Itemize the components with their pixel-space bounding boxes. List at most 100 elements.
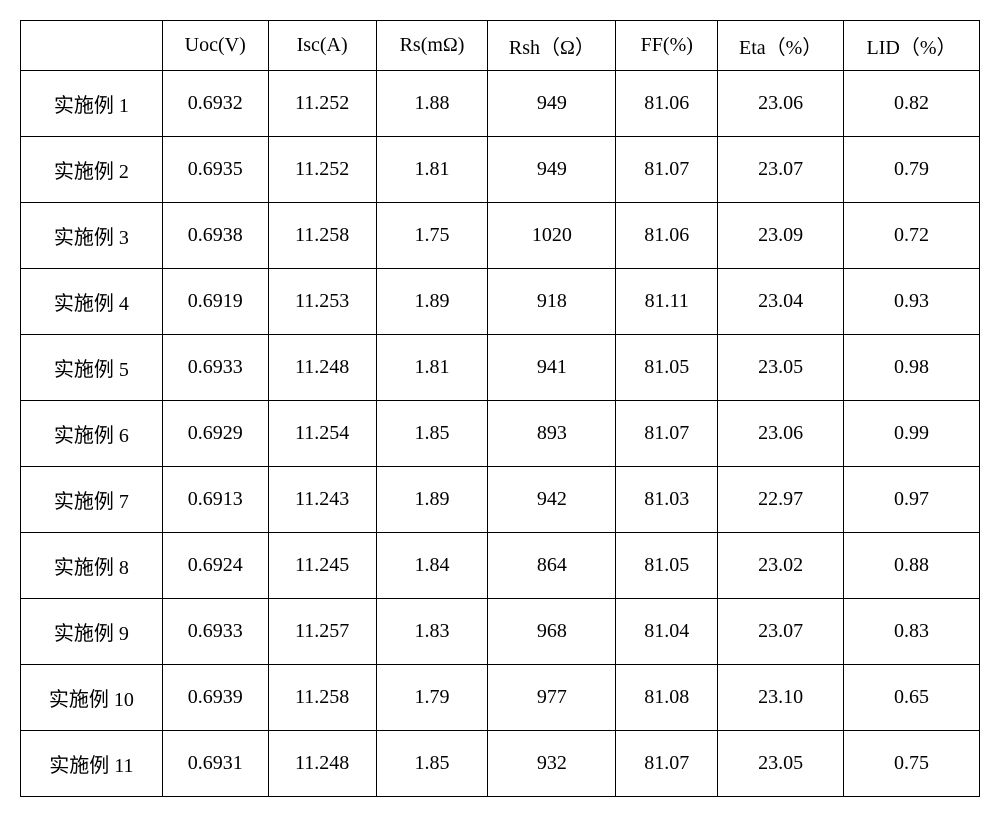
header-lid: LID（%） — [844, 21, 980, 71]
cell-uoc: 0.6929 — [162, 401, 268, 467]
cell-isc: 11.252 — [268, 71, 376, 137]
cell-uoc: 0.6933 — [162, 335, 268, 401]
cell-ff: 81.04 — [616, 599, 718, 665]
cell-rsh: 949 — [488, 137, 616, 203]
cell-ff: 81.07 — [616, 401, 718, 467]
cell-uoc: 0.6924 — [162, 533, 268, 599]
table-header-row: Uoc(V) Isc(A) Rs(mΩ) Rsh（Ω） FF(%) Eta（%）… — [21, 21, 980, 71]
table-row: 实施例 40.691911.2531.8991881.1123.040.93 — [21, 269, 980, 335]
cell-uoc: 0.6932 — [162, 71, 268, 137]
cell-rsh: 932 — [488, 731, 616, 797]
cell-rs: 1.88 — [376, 71, 488, 137]
cell-eta: 23.04 — [718, 269, 844, 335]
cell-label: 实施例 3 — [21, 203, 163, 269]
cell-ff: 81.07 — [616, 731, 718, 797]
cell-rsh: 918 — [488, 269, 616, 335]
cell-uoc: 0.6913 — [162, 467, 268, 533]
cell-ff: 81.06 — [616, 71, 718, 137]
cell-rsh: 1020 — [488, 203, 616, 269]
cell-rsh: 968 — [488, 599, 616, 665]
table-row: 实施例 70.691311.2431.8994281.0322.970.97 — [21, 467, 980, 533]
cell-eta: 23.05 — [718, 731, 844, 797]
cell-uoc: 0.6935 — [162, 137, 268, 203]
cell-label: 实施例 4 — [21, 269, 163, 335]
cell-label: 实施例 2 — [21, 137, 163, 203]
table-row: 实施例 10.693211.2521.8894981.0623.060.82 — [21, 71, 980, 137]
table-row: 实施例 100.693911.2581.7997781.0823.100.65 — [21, 665, 980, 731]
cell-rs: 1.81 — [376, 335, 488, 401]
cell-rs: 1.84 — [376, 533, 488, 599]
table-row: 实施例 30.693811.2581.75102081.0623.090.72 — [21, 203, 980, 269]
cell-eta: 23.10 — [718, 665, 844, 731]
cell-lid: 0.98 — [844, 335, 980, 401]
cell-isc: 11.258 — [268, 203, 376, 269]
cell-rs: 1.89 — [376, 269, 488, 335]
cell-ff: 81.03 — [616, 467, 718, 533]
cell-lid: 0.75 — [844, 731, 980, 797]
cell-lid: 0.72 — [844, 203, 980, 269]
cell-rs: 1.83 — [376, 599, 488, 665]
cell-isc: 11.248 — [268, 335, 376, 401]
cell-isc: 11.243 — [268, 467, 376, 533]
cell-ff: 81.07 — [616, 137, 718, 203]
header-rs: Rs(mΩ) — [376, 21, 488, 71]
cell-eta: 23.09 — [718, 203, 844, 269]
data-table: Uoc(V) Isc(A) Rs(mΩ) Rsh（Ω） FF(%) Eta（%）… — [20, 20, 980, 797]
cell-lid: 0.82 — [844, 71, 980, 137]
cell-label: 实施例 11 — [21, 731, 163, 797]
cell-rsh: 942 — [488, 467, 616, 533]
cell-label: 实施例 5 — [21, 335, 163, 401]
header-ff: FF(%) — [616, 21, 718, 71]
cell-label: 实施例 10 — [21, 665, 163, 731]
cell-rs: 1.85 — [376, 401, 488, 467]
cell-eta: 23.07 — [718, 137, 844, 203]
cell-rsh: 949 — [488, 71, 616, 137]
cell-lid: 0.88 — [844, 533, 980, 599]
cell-ff: 81.05 — [616, 335, 718, 401]
cell-uoc: 0.6933 — [162, 599, 268, 665]
cell-rsh: 864 — [488, 533, 616, 599]
table-row: 实施例 60.692911.2541.8589381.0723.060.99 — [21, 401, 980, 467]
cell-uoc: 0.6939 — [162, 665, 268, 731]
cell-rs: 1.85 — [376, 731, 488, 797]
cell-lid: 0.79 — [844, 137, 980, 203]
cell-lid: 0.83 — [844, 599, 980, 665]
cell-label: 实施例 6 — [21, 401, 163, 467]
header-rsh: Rsh（Ω） — [488, 21, 616, 71]
cell-eta: 23.06 — [718, 401, 844, 467]
cell-isc: 11.257 — [268, 599, 376, 665]
cell-lid: 0.97 — [844, 467, 980, 533]
header-eta: Eta（%） — [718, 21, 844, 71]
cell-isc: 11.253 — [268, 269, 376, 335]
cell-ff: 81.08 — [616, 665, 718, 731]
cell-isc: 11.254 — [268, 401, 376, 467]
cell-ff: 81.11 — [616, 269, 718, 335]
cell-ff: 81.05 — [616, 533, 718, 599]
cell-eta: 23.06 — [718, 71, 844, 137]
cell-rsh: 893 — [488, 401, 616, 467]
table-row: 实施例 20.693511.2521.8194981.0723.070.79 — [21, 137, 980, 203]
cell-label: 实施例 9 — [21, 599, 163, 665]
cell-uoc: 0.6919 — [162, 269, 268, 335]
cell-rs: 1.75 — [376, 203, 488, 269]
cell-isc: 11.258 — [268, 665, 376, 731]
cell-lid: 0.65 — [844, 665, 980, 731]
cell-lid: 0.99 — [844, 401, 980, 467]
cell-eta: 22.97 — [718, 467, 844, 533]
cell-label: 实施例 8 — [21, 533, 163, 599]
cell-isc: 11.245 — [268, 533, 376, 599]
cell-lid: 0.93 — [844, 269, 980, 335]
cell-eta: 23.02 — [718, 533, 844, 599]
cell-uoc: 0.6931 — [162, 731, 268, 797]
table-row: 实施例 80.692411.2451.8486481.0523.020.88 — [21, 533, 980, 599]
cell-eta: 23.07 — [718, 599, 844, 665]
table-row: 实施例 50.693311.2481.8194181.0523.050.98 — [21, 335, 980, 401]
cell-isc: 11.248 — [268, 731, 376, 797]
header-uoc: Uoc(V) — [162, 21, 268, 71]
table-row: 实施例 110.693111.2481.8593281.0723.050.75 — [21, 731, 980, 797]
cell-eta: 23.05 — [718, 335, 844, 401]
cell-label: 实施例 1 — [21, 71, 163, 137]
header-isc: Isc(A) — [268, 21, 376, 71]
cell-label: 实施例 7 — [21, 467, 163, 533]
cell-rs: 1.81 — [376, 137, 488, 203]
